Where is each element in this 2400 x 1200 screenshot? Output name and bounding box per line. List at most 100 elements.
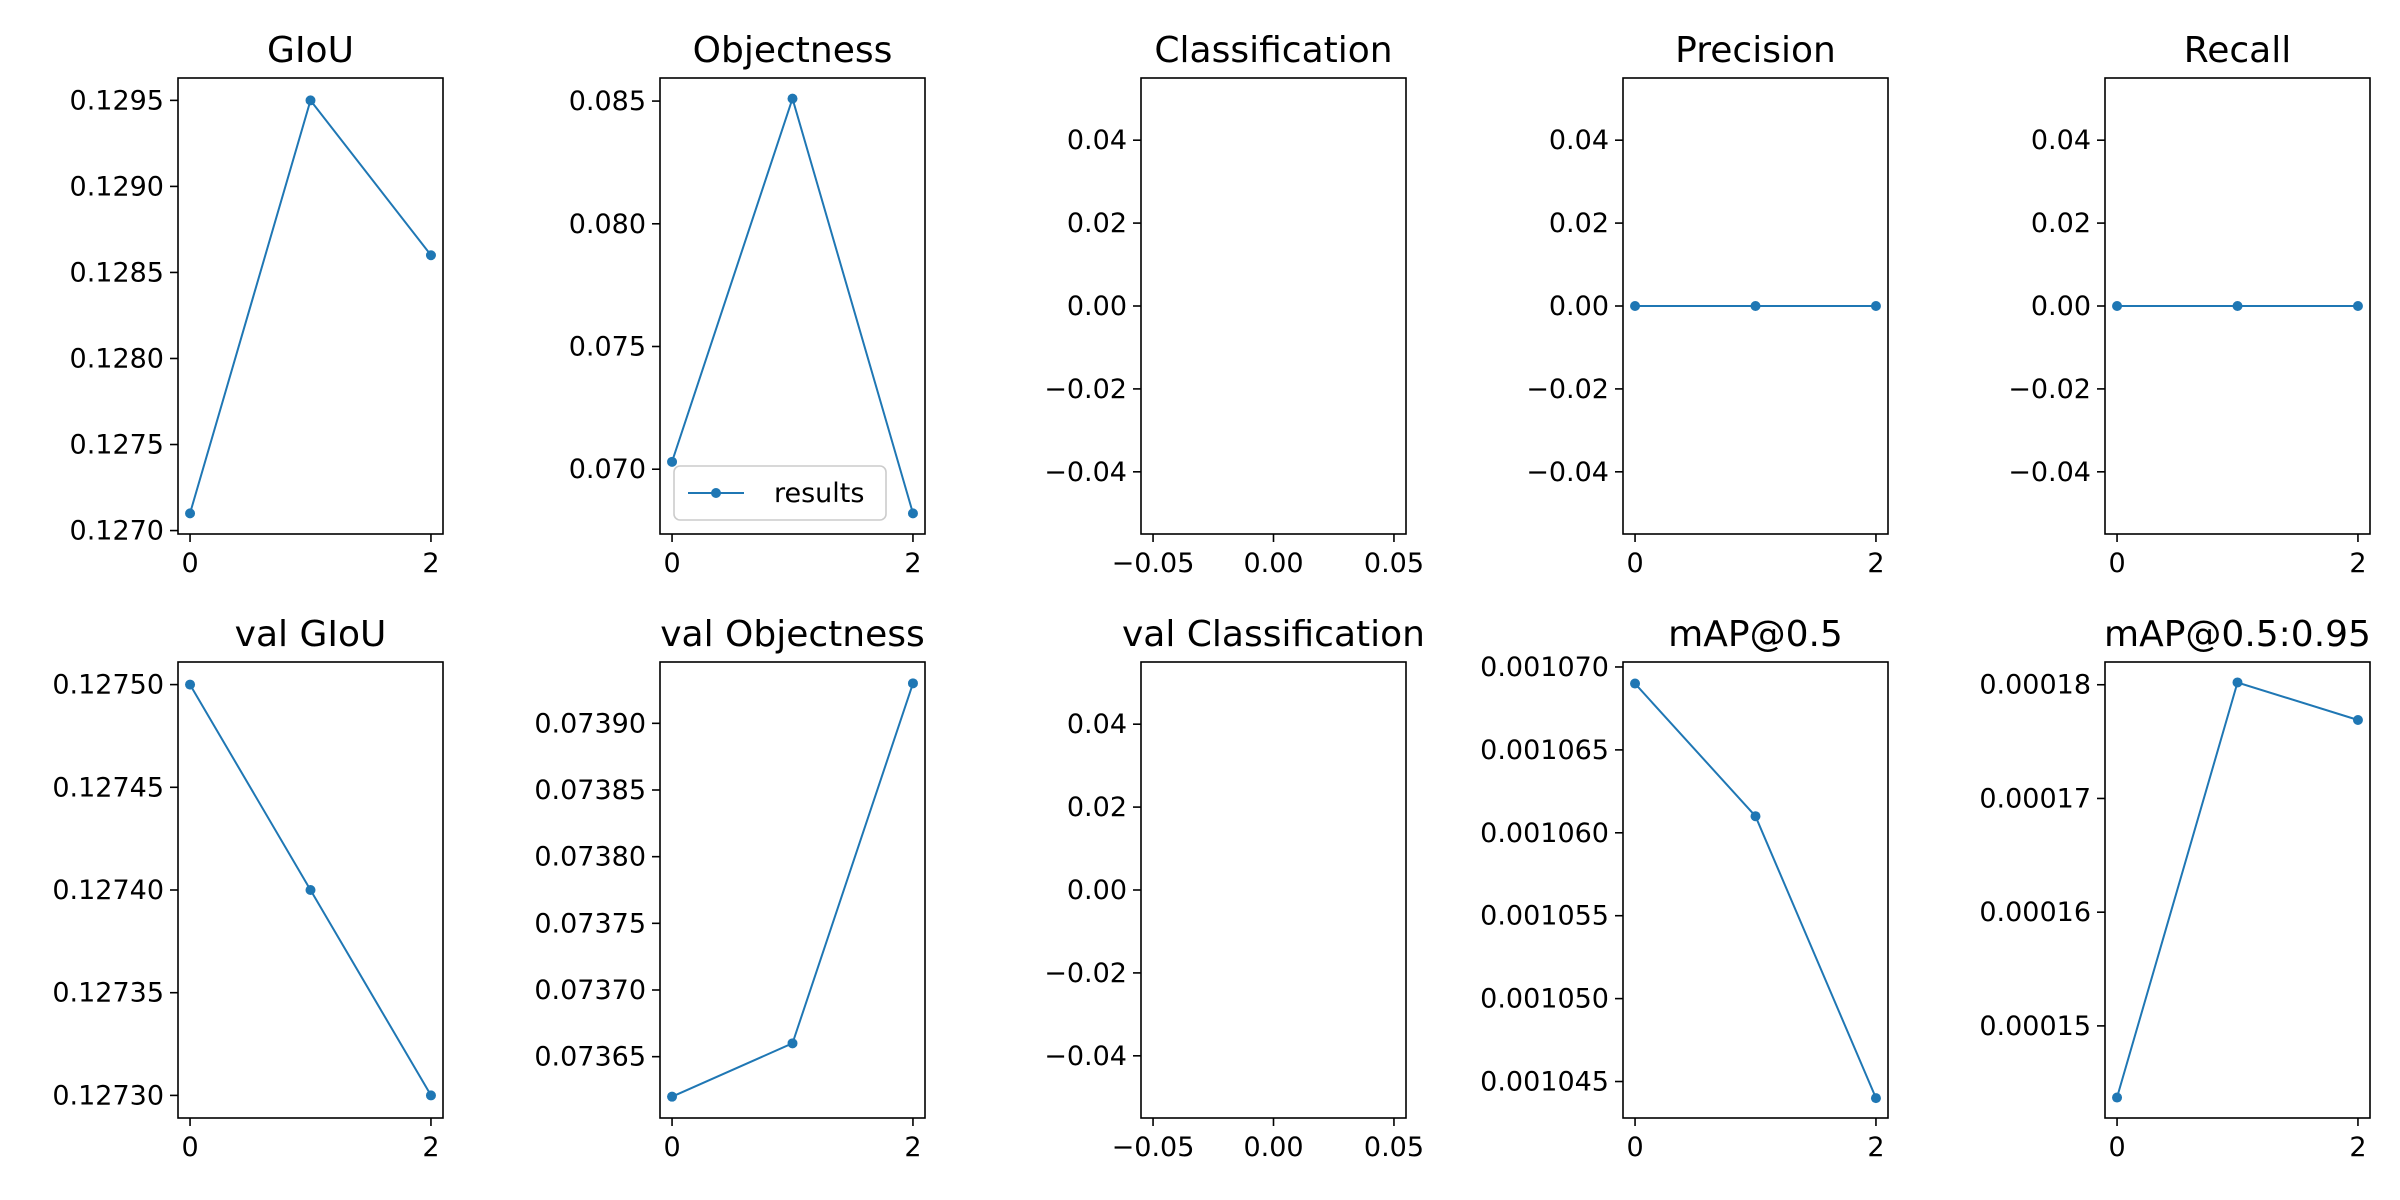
- y-tick-label: 0.1270: [70, 516, 164, 547]
- legend-box: [673, 465, 887, 521]
- y-tick-label: 0.12750: [52, 670, 164, 701]
- y-tick-label: 0.00: [1549, 291, 1609, 322]
- x-tick-label: 2: [2349, 548, 2366, 579]
- axes-frame: [177, 77, 444, 535]
- x-tick-label: −0.05: [1112, 1132, 1195, 1163]
- axes-frame: [2104, 661, 2371, 1119]
- x-tick-label: 0: [181, 1132, 198, 1163]
- y-tick-label: 0.1275: [70, 430, 164, 461]
- y-tick-label: 0.080: [569, 209, 646, 240]
- y-tick-label: 0.07390: [534, 708, 646, 739]
- x-tick-label: 2: [904, 1132, 921, 1163]
- y-tick-label: 0.00: [2031, 291, 2091, 322]
- subplot-title: val Objectness: [660, 614, 925, 655]
- subplot-title: val Classification: [1122, 614, 1425, 655]
- subplot-panel: Recall −0.04 −0.02 0.00 0.02 0.04 0 2: [2008, 30, 2371, 579]
- x-tick-label: 0: [663, 548, 680, 579]
- x-tick-label: 0: [1626, 1132, 1643, 1163]
- subplot-panel: val GIoU 0.12730 0.12735 0.12740 0.12745 0.12…: [52, 614, 444, 1163]
- y-tick-label: −0.02: [1526, 374, 1609, 405]
- data-point: [907, 508, 918, 519]
- y-tick-label: 0.07385: [534, 775, 646, 806]
- data-point: [1630, 301, 1641, 311]
- series-line: [671, 95, 914, 514]
- x-tick-label: 0.05: [1364, 548, 1424, 579]
- x-tick-label: 0: [2108, 1132, 2125, 1163]
- y-tick-label: 0.07380: [534, 842, 646, 873]
- y-tick-label: −0.02: [1044, 374, 1127, 405]
- x-tick-label: 0: [1626, 548, 1643, 579]
- legend-label: results: [774, 478, 864, 509]
- series-line: [1634, 682, 1877, 1099]
- subplot-title: Recall: [2184, 30, 2291, 71]
- data-point: [1750, 301, 1761, 311]
- y-tick-label: −0.04: [2008, 457, 2091, 488]
- x-tick-label: 0: [2108, 548, 2125, 579]
- data-point: [425, 1090, 436, 1101]
- x-tick-label: 2: [904, 548, 921, 579]
- x-tick-label: −0.05: [1112, 548, 1195, 579]
- data-point: [2352, 714, 2363, 725]
- data-point: [1870, 1093, 1881, 1104]
- y-tick-label: 0.00: [1067, 291, 1127, 322]
- data-point: [305, 95, 316, 106]
- x-tick-label: 0.05: [1364, 1132, 1424, 1163]
- legend-marker: [711, 488, 721, 498]
- data-point: [2232, 301, 2243, 311]
- y-tick-label: 0.1295: [70, 85, 164, 116]
- y-tick-label: 0.02: [1067, 208, 1127, 239]
- y-tick-label: −0.04: [1044, 457, 1127, 488]
- y-tick-label: 0.1285: [70, 257, 164, 288]
- y-tick-label: 0.12735: [52, 978, 164, 1009]
- y-tick-label: 0.00015: [1979, 1011, 2091, 1042]
- legend: results: [673, 465, 887, 521]
- x-tick-label: 0.00: [1243, 548, 1303, 579]
- subplot-title: GIoU: [267, 30, 354, 71]
- subplot-title: Classification: [1154, 30, 1392, 71]
- x-tick-label: 0: [663, 1132, 680, 1163]
- y-tick-label: 0.07365: [534, 1042, 646, 1073]
- data-point: [1750, 811, 1761, 822]
- y-tick-label: 0.04: [1549, 125, 1609, 156]
- y-tick-label: −0.04: [1044, 1041, 1127, 1072]
- subplot-panel: val Objectness 0.07365 0.07370 0.07375 0.073…: [534, 614, 926, 1163]
- subplot-title: Objectness: [693, 30, 893, 71]
- y-tick-label: 0.00017: [1979, 783, 2091, 814]
- y-tick-label: −0.02: [1044, 958, 1127, 989]
- y-tick-label: 0.075: [569, 331, 646, 362]
- data-point: [667, 456, 678, 467]
- y-tick-label: 0.02: [2031, 208, 2091, 239]
- subplot-title: mAP@0.5:0.95: [2104, 614, 2371, 655]
- data-point: [2352, 301, 2363, 311]
- axes-frame: [1140, 661, 1407, 1119]
- y-tick-label: 0.12740: [52, 875, 164, 906]
- y-tick-label: 0.07375: [534, 908, 646, 939]
- series-line: [189, 98, 432, 514]
- x-tick-label: 2: [422, 548, 439, 579]
- y-tick-label: 0.1290: [70, 171, 164, 202]
- data-point: [1870, 301, 1881, 311]
- y-tick-label: 0.00018: [1979, 670, 2091, 701]
- y-tick-label: 0.02: [1067, 792, 1127, 823]
- x-tick-label: 2: [1867, 548, 1884, 579]
- axes-frame: [177, 661, 444, 1119]
- y-tick-label: 0.001070: [1480, 652, 1609, 683]
- data-point: [787, 93, 798, 104]
- data-point: [425, 250, 436, 261]
- y-tick-label: 0.12730: [52, 1080, 164, 1111]
- subplot-panel: Precision −0.04 −0.02 0.00 0.02 0.04 0 2: [1526, 30, 1889, 579]
- y-tick-label: 0.12745: [52, 772, 164, 803]
- y-tick-label: 0.07370: [534, 975, 646, 1006]
- y-tick-label: 0.00: [1067, 875, 1127, 906]
- data-point: [667, 1091, 678, 1102]
- data-point: [185, 679, 196, 690]
- data-point: [185, 508, 196, 519]
- series-line: [671, 682, 914, 1098]
- subplot-panel: Classification −0.04 −0.02 0.00 0.02 0.04 −0.0…: [1044, 30, 1424, 579]
- y-tick-label: 0.04: [2031, 125, 2091, 156]
- subplot-panel: mAP@0.5:0.95 0.00015 0.00016 0.00017 0.00018…: [1979, 614, 2371, 1163]
- y-tick-label: 0.00016: [1979, 897, 2091, 928]
- subplot-panel: val Classification −0.04 −0.02 0.00 0.02 0.04…: [1044, 614, 1425, 1163]
- y-tick-label: 0.001045: [1480, 1067, 1609, 1098]
